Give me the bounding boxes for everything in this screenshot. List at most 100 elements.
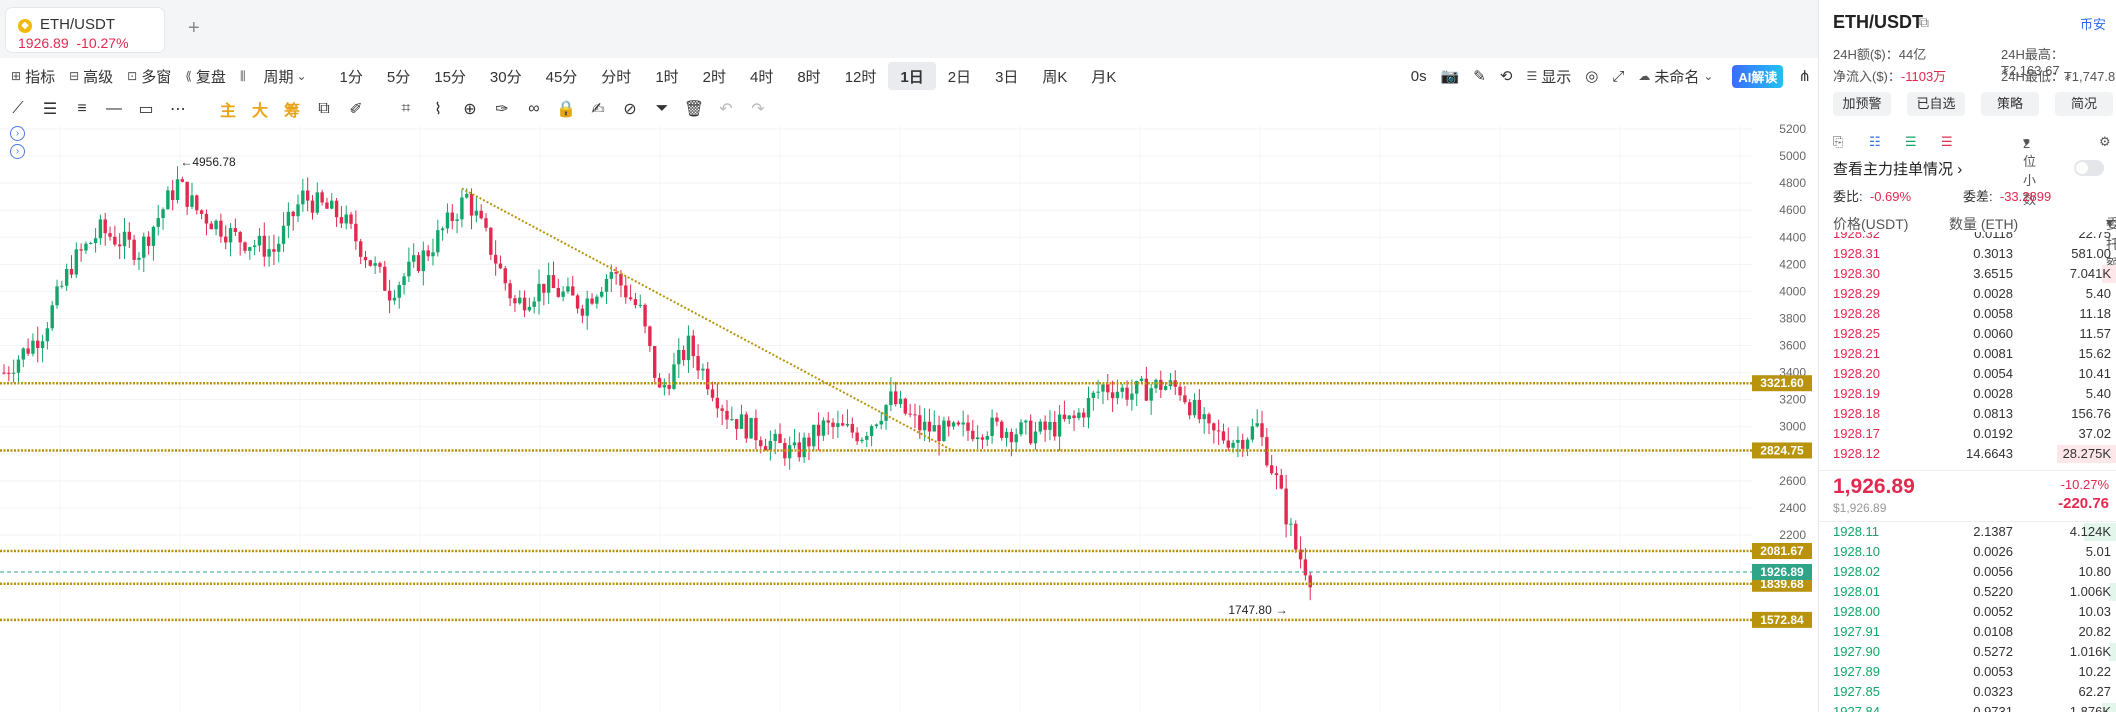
period-6[interactable]: 1时 [655,68,679,86]
period-10[interactable]: 12时 [844,68,877,86]
ask-row[interactable]: 1928.12 14.6643 28.275K [1819,444,2116,464]
copy-icon[interactable]: ⧉ [1919,14,1929,30]
trash-icon[interactable]: 🗑 [683,101,705,118]
ask-row[interactable]: 1928.29 0.0028 5.40 [1819,284,2116,304]
bid-row[interactable]: 1927.91 0.0108 20.82 [1819,622,2116,642]
toolbar-tool-3[interactable]: ⟪ 复盘 [178,62,233,90]
amount-header[interactable]: 委托额 ▾ [2106,214,2116,272]
chip-button[interactable]: 筹 [283,103,300,120]
bid-row[interactable]: 1928.10 0.0026 5.01 [1819,542,2116,562]
bid-row[interactable]: 1928.11 2.1387 4.124K [1819,522,2116,542]
target-icon[interactable]: ◎ [1585,68,1599,85]
book-buy-icon[interactable]: ☰ [1905,134,1917,149]
ruler-icon[interactable]: ⌇ [434,101,442,118]
ask-row[interactable]: 1928.28 0.0058 11.18 [1819,304,2116,324]
undo-icon[interactable]: ↶ [719,101,733,118]
ask-row[interactable]: 1928.25 0.0060 11.57 [1819,324,2116,344]
tool-select-icon[interactable]: ⧉ [318,100,330,117]
add-tab-button[interactable]: + [188,17,200,39]
symbol-tab[interactable]: ◆ ETH/USDT 1926.89 -10.27% [6,8,164,52]
period-8[interactable]: 4时 [750,68,774,86]
edit-icon[interactable]: ✍ [591,101,605,118]
book-both-icon[interactable]: ⎘ [1833,134,1844,149]
magnet-icon[interactable]: ⊕ [463,101,477,118]
toolbar-tool-2[interactable]: ⊡ 多窗 [120,62,178,90]
candle-body [175,179,180,201]
redo-icon[interactable]: ↷ [751,101,765,118]
overview-button[interactable]: 简况 [2055,92,2113,116]
decimals-select[interactable]: 2位小数 ▾ [2023,134,2037,207]
bid-row[interactable]: 1927.84 0.9731 1.876K [1819,702,2116,712]
pen-icon[interactable]: ✎ [1473,68,1486,85]
alert-button[interactable]: 加预警 [1833,92,1891,116]
ask-row[interactable]: 1928.30 3.6515 7.041K [1819,264,2116,284]
hline-tool-icon[interactable]: — [106,100,122,117]
ask-price: 1928.12 [1833,446,1880,461]
period-15[interactable]: 月K [1091,68,1117,86]
line-tool-icon[interactable]: ⟋ [12,100,24,117]
camera-icon[interactable]: 📷 [1440,68,1460,85]
ask-row[interactable]: 1928.31 0.3013 581.00 [1819,244,2116,264]
main-force-button[interactable]: 主 [219,103,236,120]
share-icon[interactable]: ⋔ [1798,68,1811,85]
main-orders-toggle[interactable] [2074,160,2104,176]
period-14[interactable]: 周K [1042,68,1068,86]
exchange-link[interactable]: 币安 [2079,17,2106,32]
undo-box-icon[interactable]: ⟲ [1499,68,1513,85]
book-list-icon[interactable]: ☰ [1941,134,1953,149]
period-1[interactable]: 5分 [386,68,411,86]
ask-row[interactable]: 1928.21 0.0081 15.62 [1819,344,2116,364]
lock-icon[interactable]: 🔒 [556,101,576,118]
period-4[interactable]: 45分 [545,68,578,86]
bid-row[interactable]: 1928.00 0.0052 10.03 [1819,602,2116,622]
period-7[interactable]: 2时 [702,68,726,86]
period-13[interactable]: 3日 [995,68,1019,86]
ai-analyze-button[interactable]: AI解读 [1732,64,1784,88]
period-5[interactable]: 分时 [601,68,632,86]
watchlist-button[interactable]: 已自选 [1907,92,1965,116]
ask-row[interactable]: 1928.32 0.0118 22.75 [1819,232,2116,244]
ask-row[interactable]: 1928.17 0.0192 37.02 [1819,424,2116,444]
bid-row[interactable]: 1927.90 0.5272 1.016K [1819,642,2116,662]
period-2[interactable]: 15分 [434,68,466,86]
brush-icon[interactable]: ✑ [495,101,509,118]
toolbar-tool-5[interactable]: 周期 ⌄ [256,62,317,90]
bid-row[interactable]: 1928.02 0.0056 10.80 [1819,562,2116,582]
bid-row[interactable]: 1928.01 0.5220 1.006K [1819,582,2116,602]
book-sell-icon[interactable]: ☷ [1869,134,1881,149]
candlestick-chart[interactable]: 5200 5000 4800 4600 4400 4200 4000 3800 3600 3400… [0,122,1818,712]
y-tick-label: 4400 [1779,230,1806,244]
magnet-snap-icon[interactable]: ⊘ [623,101,637,118]
inspect-main-orders[interactable]: 查看主力挂单情况 › [1833,158,1962,179]
ask-row[interactable]: 1928.20 0.0054 10.41 [1819,364,2116,384]
ask-row[interactable]: 1928.18 0.0813 156.76 [1819,404,2116,424]
dots-tool-icon[interactable]: ⋯ [170,101,186,118]
ask-row[interactable]: 1928.19 0.0028 5.40 [1819,384,2116,404]
link-icon[interactable]: ∞ [528,100,540,117]
collapse-icon[interactable]: › [10,144,25,159]
strategy-button[interactable]: 策略 [1981,92,2039,116]
toolbar-tool-4[interactable]: ⫼ [233,62,257,90]
pencil-tool-icon[interactable]: ✐ [349,101,363,118]
period-11[interactable]: 1日 [888,62,936,90]
fullscreen-icon[interactable]: ⤢ [1612,67,1625,85]
multi-line-tool-icon[interactable]: ☰ [42,101,58,118]
period-12[interactable]: 2日 [947,68,972,86]
period-9[interactable]: 8时 [797,68,821,86]
toolbar-tool-1[interactable]: ⊟ 高级 [62,62,120,90]
crop-icon[interactable]: ⌗ [401,100,411,117]
bid-row[interactable]: 1927.85 0.0323 62.27 [1819,682,2116,702]
settings-icon[interactable]: ⚙ [2099,134,2111,149]
expand-icon[interactable]: › [10,126,25,141]
filter-icon[interactable]: ⏷ [655,100,669,117]
display-button[interactable]: ☰ 显示 [1519,62,1578,90]
bid-row[interactable]: 1927.89 0.0053 10.22 [1819,662,2116,682]
channel-tool-icon[interactable]: ≡ [77,100,87,117]
rect-tool-icon[interactable]: ▭ [138,101,154,118]
period-0[interactable]: 1分 [339,68,363,86]
period-3[interactable]: 30分 [489,68,522,86]
toolbar-tool-0[interactable]: ⊞ 指标 [4,62,62,90]
layout-select[interactable]: ☁ 未命名 ⌄ [1631,62,1724,90]
large-order-button[interactable]: 大 [251,103,268,120]
high-annotation: 4956.78 [192,155,236,169]
